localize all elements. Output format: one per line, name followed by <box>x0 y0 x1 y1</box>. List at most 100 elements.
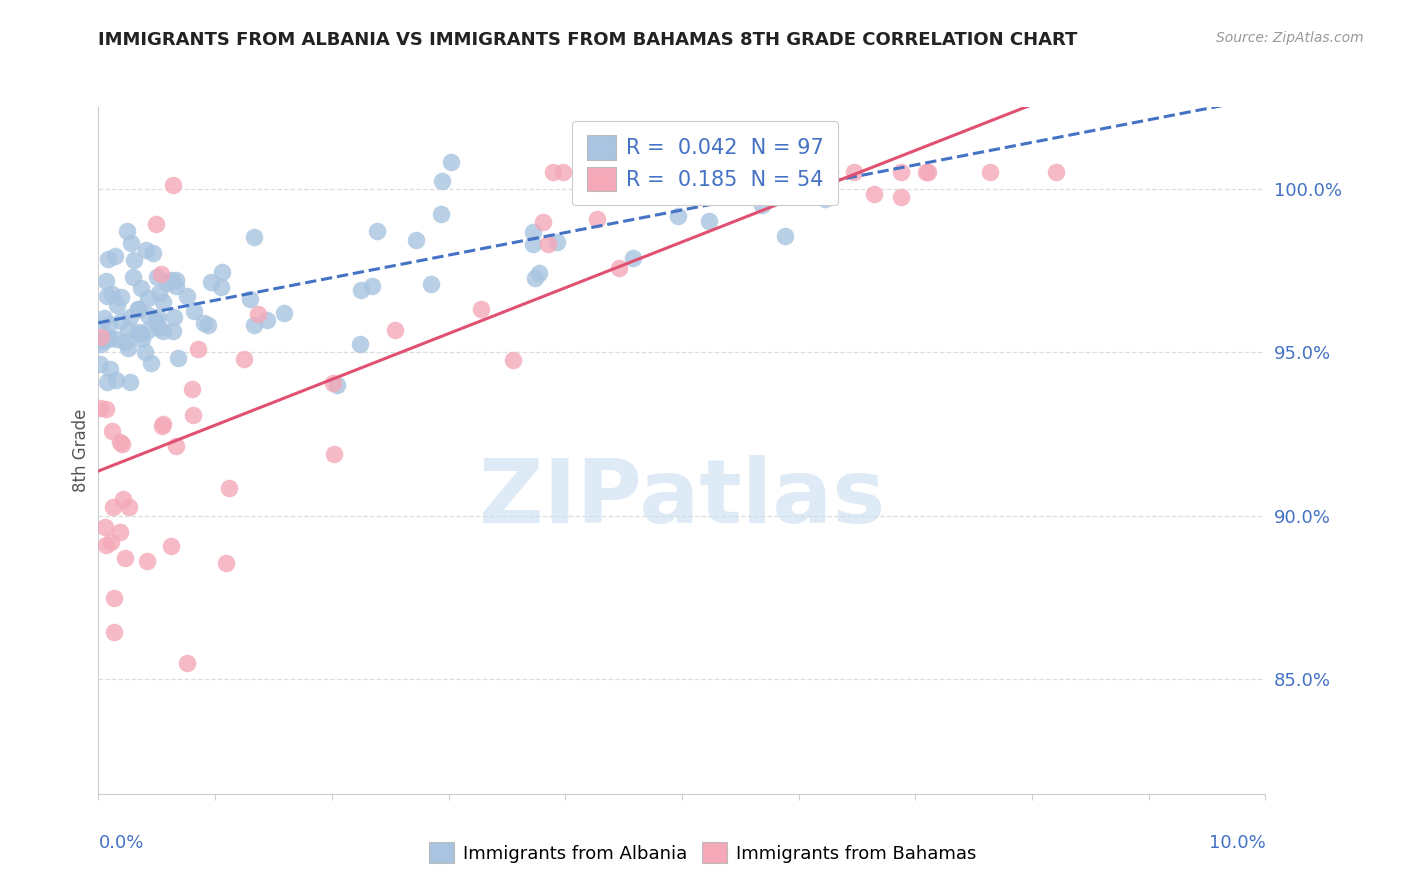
Point <box>148 310 170 325</box>
Point <box>820 165 842 179</box>
Point <box>1045 165 1067 179</box>
Point <box>697 214 720 228</box>
Point <box>127 302 149 317</box>
Point <box>709 165 731 179</box>
Point <box>814 192 837 206</box>
Point <box>94 538 117 552</box>
Point <box>273 306 295 320</box>
Point <box>94 520 117 534</box>
Point <box>349 337 371 351</box>
Point <box>98 317 121 331</box>
Point <box>662 187 685 202</box>
Point <box>96 376 118 390</box>
Point <box>844 165 866 179</box>
Point <box>233 352 256 367</box>
Point <box>101 500 124 514</box>
Point <box>165 273 187 287</box>
Point <box>145 314 167 328</box>
Point <box>112 492 135 507</box>
Point <box>105 298 128 312</box>
Point <box>108 524 131 539</box>
Point <box>863 186 886 201</box>
Point <box>97 332 120 346</box>
Point <box>108 435 131 450</box>
Point <box>127 325 149 339</box>
Point <box>181 382 204 396</box>
Point <box>162 310 184 324</box>
Point <box>537 237 560 252</box>
Point <box>890 165 912 179</box>
Point <box>917 165 939 179</box>
Text: IMMIGRANTS FROM ALBANIA VS IMMIGRANTS FROM BAHAMAS 8TH GRADE CORRELATION CHART: IMMIGRANTS FROM ALBANIA VS IMMIGRANTS FR… <box>98 31 1078 49</box>
Point <box>114 550 136 565</box>
Point <box>789 184 811 198</box>
Point <box>183 304 205 318</box>
Point <box>103 625 125 640</box>
Point <box>150 267 173 281</box>
Point <box>502 353 524 368</box>
Point <box>162 325 184 339</box>
Point <box>89 401 111 415</box>
Point <box>890 189 912 203</box>
Text: ZIPatlas: ZIPatlas <box>479 455 884 542</box>
Point <box>150 418 173 433</box>
Point <box>176 289 198 303</box>
Point <box>152 324 174 338</box>
Point <box>243 230 266 244</box>
Point <box>349 283 371 297</box>
Point <box>160 273 183 287</box>
Point <box>322 376 344 390</box>
Point <box>98 362 121 376</box>
Point <box>527 266 550 280</box>
Point <box>90 330 112 344</box>
Point <box>524 271 547 285</box>
Point <box>110 290 132 304</box>
Point <box>803 165 825 179</box>
Point <box>551 165 574 179</box>
Point <box>440 155 463 169</box>
Point <box>607 261 630 276</box>
Point <box>326 378 349 392</box>
Point <box>792 186 814 201</box>
Point <box>115 224 138 238</box>
Point <box>405 233 427 247</box>
Point <box>543 165 565 179</box>
Point <box>148 285 170 300</box>
Point <box>239 293 262 307</box>
Point <box>160 539 183 553</box>
Point <box>193 316 215 330</box>
Point <box>751 198 773 212</box>
Point <box>103 591 125 605</box>
Point <box>165 278 187 293</box>
Point <box>713 145 735 160</box>
Point <box>187 342 209 356</box>
Point <box>162 178 184 193</box>
Point <box>141 356 163 370</box>
Point <box>131 332 153 346</box>
Point <box>122 253 145 268</box>
Point <box>156 276 179 290</box>
Point <box>152 417 174 431</box>
Point <box>93 334 115 348</box>
Point <box>706 143 728 157</box>
Point <box>176 656 198 670</box>
Point <box>200 275 222 289</box>
Point <box>118 310 141 325</box>
Point <box>775 229 797 244</box>
Point <box>136 291 159 305</box>
Point <box>117 323 139 337</box>
Point <box>218 481 240 495</box>
Point <box>666 209 689 223</box>
Point <box>93 311 115 326</box>
Point <box>127 301 149 316</box>
Point <box>129 281 152 295</box>
Point <box>90 337 112 351</box>
Point <box>146 269 169 284</box>
Point <box>914 165 936 179</box>
Text: 0.0%: 0.0% <box>98 834 143 852</box>
Point <box>97 330 120 344</box>
Point <box>366 224 388 238</box>
Point <box>96 289 118 303</box>
Point <box>243 318 266 333</box>
Point <box>135 243 157 257</box>
